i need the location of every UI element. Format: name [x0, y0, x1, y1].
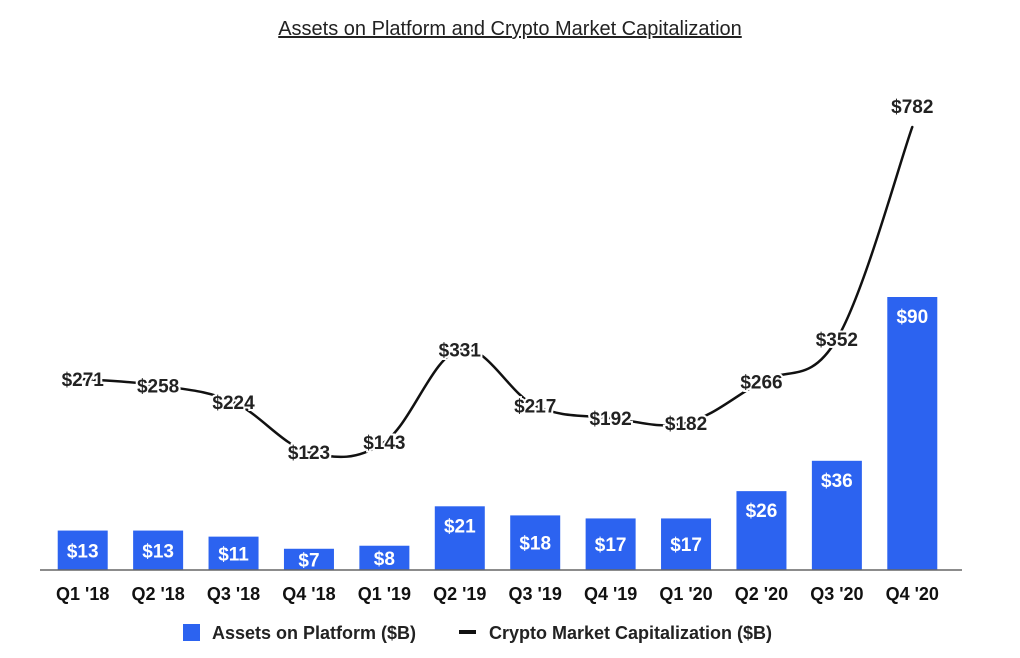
bar-data-label: $36	[821, 471, 853, 492]
line-labels-group: $271 $258 $224 $123 $143 $331 $217 $192 $182 $266…	[60, 95, 936, 466]
bar-data-label: $17	[670, 535, 702, 556]
x-tick-label: Q1 '18	[56, 584, 109, 604]
bar-data-label: $17	[595, 535, 627, 556]
line-data-label: $217	[514, 397, 556, 418]
bar-data-label: $8	[374, 549, 395, 570]
market-cap-line	[81, 125, 914, 459]
bar-data-label: $90	[896, 307, 928, 328]
x-tick-label: Q1 '20	[659, 584, 712, 604]
bar-assets	[510, 515, 561, 570]
x-tick-label: Q2 '20	[735, 584, 788, 604]
bar-assets	[57, 530, 108, 570]
bar-assets	[434, 506, 485, 570]
bar-data-label: $26	[746, 501, 778, 522]
legend-swatch-assets	[183, 624, 200, 641]
line-data-label: $782	[891, 97, 933, 118]
bar-assets	[661, 518, 712, 570]
bar-data-label: $18	[519, 534, 551, 555]
line-data-label: $331	[439, 340, 482, 361]
x-tick-label: Q4 '19	[584, 584, 637, 604]
bar-data-label: $7	[298, 550, 319, 571]
x-tick-label: Q2 '18	[131, 584, 184, 604]
bar-assets	[736, 491, 787, 570]
bar-assets	[208, 536, 259, 570]
legend-label-marketcap: Crypto Market Capitalization ($B)	[489, 623, 772, 643]
bar-data-label: $21	[444, 516, 476, 537]
bar-data-label: $11	[218, 544, 249, 565]
line-data-label: $271	[62, 370, 105, 391]
chart-title: Assets on Platform and Crypto Market Cap…	[278, 18, 742, 40]
legend-label-assets: Assets on Platform ($B)	[212, 623, 416, 643]
bar-assets	[585, 518, 636, 570]
bar-assets	[811, 460, 862, 570]
bar-assets	[359, 545, 410, 570]
x-tick-labels: Q1 '18 Q2 '18 Q3 '18 Q4 '18 Q1 '19 Q2 '19 Q3 '…	[56, 584, 939, 604]
line-data-label: $143	[363, 433, 405, 454]
x-tick-label: Q2 '19	[433, 584, 486, 604]
bar-data-label: $13	[67, 541, 99, 562]
line-data-label: $192	[589, 409, 631, 430]
bar-data-label: $13	[142, 541, 174, 562]
x-tick-label: Q3 '20	[810, 584, 863, 604]
line-data-label: $123	[288, 443, 330, 464]
x-tick-label: Q3 '18	[207, 584, 260, 604]
bar-assets	[283, 548, 334, 570]
bar-assets	[887, 297, 938, 570]
line-data-label: $352	[816, 330, 858, 351]
bar-assets	[133, 530, 184, 570]
line-data-label: $182	[665, 414, 707, 435]
line-data-label: $266	[740, 372, 782, 393]
x-tick-label: Q3 '19	[509, 584, 562, 604]
bar-labels-group: $13 $13 $11 $7 $8 $21 $18 $17 $17 $26 $36 $90	[67, 307, 928, 571]
bars-group	[57, 297, 938, 570]
line-data-label: $258	[137, 376, 179, 397]
x-tick-label: Q4 '18	[282, 584, 335, 604]
x-tick-label: Q1 '19	[358, 584, 411, 604]
legend: Assets on Platform ($B) Crypto Market Ca…	[183, 623, 772, 643]
x-tick-label: Q4 '20	[886, 584, 939, 604]
line-data-label: $224	[212, 393, 255, 414]
